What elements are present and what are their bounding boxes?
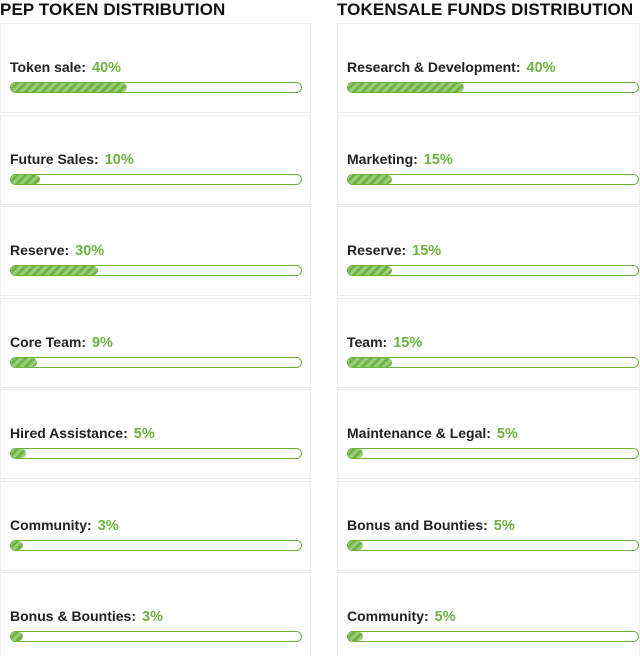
section-title: TOKENSALE FUNDS DISTRIBUTION [337,0,634,19]
distribution-percent: 3% [97,517,119,534]
distribution-label: Bonus and Bounties: 5% [347,517,515,534]
distribution-name: Hired Assistance: [10,425,128,441]
progress-bar [10,173,302,185]
distribution-label: Reserve: 30% [10,242,104,259]
progress-bar [347,356,639,368]
distribution-percent: 5% [493,517,515,534]
distribution-name: Maintenance & Legal: [347,425,491,441]
distribution-name: Reserve: [347,242,407,258]
distribution-label: Community: 5% [347,608,456,625]
progress-bar [347,448,639,459]
distribution-percent: 40% [526,60,556,76]
distribution-label: Community: 3% [10,517,119,534]
distribution-card: Bonus & Bounties: 3% [0,572,311,656]
distribution-name: Research & Development: [347,59,521,75]
distribution-label: Future Sales: 10% [10,151,134,168]
tokensale-funds-distribution-section: TOKENSALE FUNDS DISTRIBUTION Research & … [337,0,640,656]
progress-bar-fill [11,174,40,184]
distribution-card: Maintenance & Legal: 5% [337,389,640,479]
distribution-label: Bonus & Bounties: 3% [10,608,163,625]
progress-bar-fill [11,449,26,458]
distribution-card: Token sale: 40% [0,23,311,113]
progress-bar [347,265,639,276]
distribution-card: Future Sales: 10% [0,114,311,205]
distribution-name: Bonus & Bounties: [10,608,136,624]
distribution-name: Community: [10,516,92,533]
distribution-label: Reserve: 15% [347,242,441,259]
distribution-label: Token sale: 40% [10,59,121,76]
distribution-name: Token sale: [10,59,86,75]
progress-bar [10,82,302,93]
progress-bar [347,173,639,185]
progress-bar-fill [348,540,363,550]
distribution-percent: 30% [75,243,105,259]
distribution-percent: 15% [412,243,442,259]
distribution-percent: 5% [133,426,155,442]
distribution-name: Marketing: [347,150,418,167]
progress-bar-fill [348,266,392,275]
progress-bar [10,448,302,459]
distribution-card: Reserve: 30% [0,206,311,296]
progress-bar-fill [11,83,127,92]
progress-bar [10,539,302,551]
pep-token-distribution-section: PEP TOKEN DISTRIBUTION Token sale: 40% Fut… [0,0,311,656]
distribution-card: Community: 5% [337,572,640,656]
progress-bar [10,356,302,368]
distribution-label: Hired Assistance: 5% [10,425,155,442]
distribution-label: Team: 15% [347,334,422,351]
progress-bar-fill [348,174,392,184]
progress-bar-fill [348,449,363,458]
distribution-percent: 10% [104,151,134,168]
distribution-label: Core Team: 9% [10,334,113,351]
progress-bar [10,631,302,642]
distribution-name: Reserve: [10,242,70,258]
distribution-label: Marketing: 15% [347,151,453,168]
progress-bar [347,539,639,551]
distribution-name: Community: [347,608,429,624]
distribution-percent: 5% [496,426,518,442]
distribution-label: Maintenance & Legal: 5% [347,425,518,442]
progress-bar-fill [11,540,23,550]
distribution-name: Bonus and Bounties: [347,516,488,533]
distribution-name: Team: [347,333,388,350]
distribution-card: Team: 15% [337,297,640,388]
distribution-percent: 3% [142,609,163,625]
distribution-card: Community: 3% [0,480,311,571]
progress-bar [347,82,639,93]
progress-bar-fill [348,632,363,641]
distribution-percent: 5% [434,609,456,625]
distribution-name: Core Team: [10,333,86,350]
progress-bar [347,631,639,642]
distribution-percent: 9% [91,334,113,351]
distribution-percent: 15% [393,334,423,351]
progress-bar-fill [348,83,464,92]
progress-bar-fill [11,357,38,367]
distribution-card: Reserve: 15% [337,206,640,296]
distribution-name: Future Sales: [10,150,99,167]
progress-bar-fill [348,357,392,367]
distribution-percent: 40% [92,60,122,76]
progress-bar [10,265,302,276]
distribution-card: Core Team: 9% [0,297,311,388]
distribution-label: Research & Development: 40% [347,59,556,76]
distribution-card: Marketing: 15% [337,114,640,205]
progress-bar-fill [11,266,98,275]
distribution-card: Hired Assistance: 5% [0,389,311,479]
progress-bar-fill [11,632,23,641]
distribution-card: Research & Development: 40% [337,23,640,113]
section-title: PEP TOKEN DISTRIBUTION [0,0,226,19]
distribution-card: Bonus and Bounties: 5% [337,480,640,571]
distribution-percent: 15% [423,151,453,168]
